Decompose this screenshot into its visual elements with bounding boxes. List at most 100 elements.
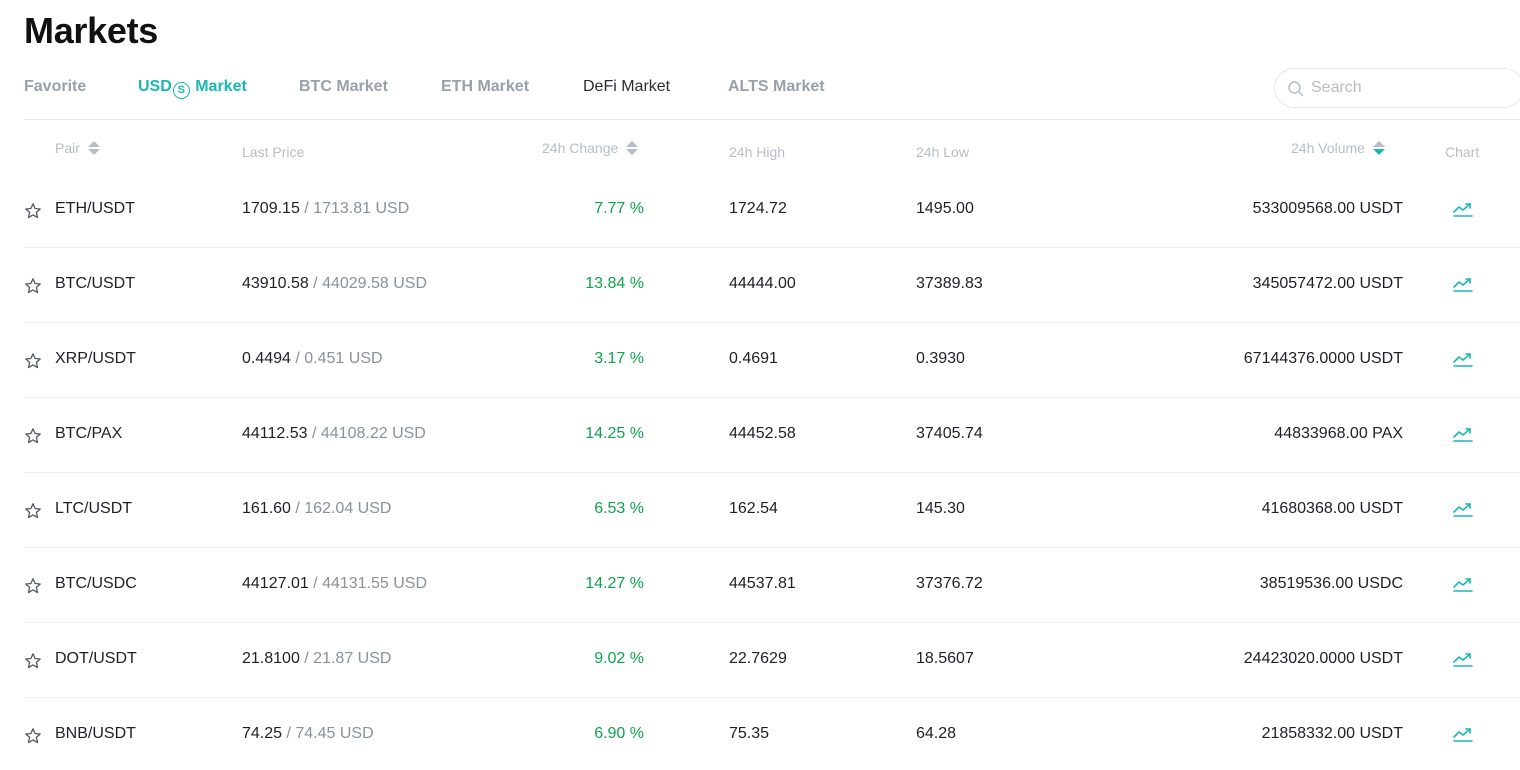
volume-24h: 67144376.0000 USDT xyxy=(1243,350,1403,367)
star-icon[interactable] xyxy=(24,652,42,670)
pair-name: BNB/USDT xyxy=(55,725,136,742)
tab-usds-market[interactable]: USD S Market xyxy=(138,78,247,99)
pair-name: BTC/PAX xyxy=(55,425,123,442)
star-icon[interactable] xyxy=(24,277,42,295)
tab-favorite[interactable]: Favorite xyxy=(24,78,87,95)
low-24h: 37389.83 xyxy=(916,275,983,292)
change-24h: 14.27 % xyxy=(585,575,644,592)
star-icon[interactable] xyxy=(24,502,42,520)
change-24h: 6.53 % xyxy=(594,500,644,517)
usds-icon: S xyxy=(172,82,190,99)
trend-chart-icon[interactable] xyxy=(1452,351,1474,369)
last-price: 43910.58 / 44029.58 USD xyxy=(242,275,427,293)
tab-alts-market[interactable]: ALTS Market xyxy=(728,78,825,95)
change-24h: 9.02 % xyxy=(594,650,644,667)
last-price-usd: / 162.04 USD xyxy=(290,500,392,517)
column-header-pair[interactable]: Pair xyxy=(55,140,100,156)
search-box[interactable] xyxy=(1274,68,1520,108)
trend-chart-icon[interactable] xyxy=(1452,501,1474,519)
last-price-value: 74.25 xyxy=(242,725,283,742)
column-header-24h-change[interactable]: 24h Change xyxy=(542,140,639,156)
header-divider xyxy=(24,119,1520,120)
high-24h: 44452.58 xyxy=(729,425,796,442)
high-24h: 22.7629 xyxy=(729,650,787,667)
tab-eth-market[interactable]: ETH Market xyxy=(441,78,530,95)
sort-icon[interactable] xyxy=(1372,141,1385,155)
table-row[interactable]: BTC/PAX 44112.53 / 44108.22 USD 14.25 % … xyxy=(24,398,1520,473)
last-price-usd: / 44108.22 USD xyxy=(307,425,426,442)
high-24h: 1724.72 xyxy=(729,200,787,217)
star-icon[interactable] xyxy=(24,427,42,445)
star-icon[interactable] xyxy=(24,727,42,745)
last-price-usd: / 0.451 USD xyxy=(290,350,383,367)
volume-24h: 533009568.00 USDT xyxy=(1252,200,1403,217)
high-24h: 162.54 xyxy=(729,500,778,517)
last-price-usd: / 74.45 USD xyxy=(282,725,374,742)
last-price-value: 44127.01 xyxy=(242,575,309,592)
table-row[interactable]: LTC/USDT 161.60 / 162.04 USD 6.53 % 162.… xyxy=(24,473,1520,548)
low-24h: 18.5607 xyxy=(916,650,974,667)
last-price: 21.8100 / 21.87 USD xyxy=(242,650,391,668)
tab-btc-market[interactable]: BTC Market xyxy=(299,78,388,95)
column-header-24h-high: 24h High xyxy=(729,144,786,160)
table-header: Pair Last Price 24h Change 24h High 24h … xyxy=(0,140,1520,166)
column-label-pair: Pair xyxy=(55,140,80,156)
trend-chart-icon[interactable] xyxy=(1452,576,1474,594)
tab-defi-market[interactable]: DeFi Market xyxy=(583,78,671,95)
pair-name: BTC/USDC xyxy=(55,575,137,592)
column-label-24h-change: 24h Change xyxy=(542,140,619,156)
trend-chart-icon[interactable] xyxy=(1452,276,1474,294)
tab-usds-label-pre: USD xyxy=(138,78,172,95)
trend-chart-icon[interactable] xyxy=(1452,651,1474,669)
pair-name: DOT/USDT xyxy=(55,650,137,667)
volume-24h: 38519536.00 USDC xyxy=(1259,575,1403,592)
pair-name: LTC/USDT xyxy=(55,500,133,517)
trend-chart-icon[interactable] xyxy=(1452,426,1474,444)
market-table: ETH/USDT 1709.15 / 1713.81 USD 7.77 % 17… xyxy=(24,173,1520,770)
trend-chart-icon[interactable] xyxy=(1452,201,1474,219)
last-price-usd: / 44029.58 USD xyxy=(308,275,428,292)
volume-24h: 44833968.00 PAX xyxy=(1274,425,1403,442)
change-24h: 3.17 % xyxy=(594,350,644,367)
low-24h: 1495.00 xyxy=(916,200,974,217)
column-header-24h-volume[interactable]: 24h Volume xyxy=(1291,140,1385,156)
last-price-value: 43910.58 xyxy=(242,275,309,292)
star-icon[interactable] xyxy=(24,352,42,370)
column-header-24h-low: 24h Low xyxy=(916,144,969,160)
volume-24h: 21858332.00 USDT xyxy=(1261,725,1403,742)
volume-24h: 41680368.00 USDT xyxy=(1261,500,1403,517)
star-icon[interactable] xyxy=(24,577,42,595)
last-price-usd: / 1713.81 USD xyxy=(299,200,410,217)
column-header-chart: Chart xyxy=(1445,144,1480,160)
trend-chart-icon[interactable] xyxy=(1452,726,1474,744)
last-price: 74.25 / 74.45 USD xyxy=(242,725,374,743)
last-price: 161.60 / 162.04 USD xyxy=(242,500,391,518)
high-24h: 75.35 xyxy=(729,725,770,742)
column-header-last-price: Last Price xyxy=(242,144,305,160)
table-row[interactable]: DOT/USDT 21.8100 / 21.87 USD 9.02 % 22.7… xyxy=(24,623,1520,698)
table-row[interactable]: XRP/USDT 0.4494 / 0.451 USD 3.17 % 0.469… xyxy=(24,323,1520,398)
star-icon[interactable] xyxy=(24,202,42,220)
sort-icon[interactable] xyxy=(87,141,100,155)
table-row[interactable]: BTC/USDT 43910.58 / 44029.58 USD 13.84 %… xyxy=(24,248,1520,323)
market-tabs: Favorite USD S Market BTC Market ETH Mark… xyxy=(24,78,924,100)
volume-24h: 24423020.0000 USDT xyxy=(1243,650,1403,667)
pair-name: BTC/USDT xyxy=(55,275,135,292)
high-24h: 44537.81 xyxy=(729,575,796,592)
last-price-value: 21.8100 xyxy=(242,650,300,667)
tab-usds-label-post: Market xyxy=(190,78,247,95)
table-row[interactable]: BNB/USDT 74.25 / 74.45 USD 6.90 % 75.35 … xyxy=(24,698,1520,770)
last-price: 44112.53 / 44108.22 USD xyxy=(242,425,426,443)
search-input[interactable] xyxy=(1311,77,1501,99)
table-row[interactable]: BTC/USDC 44127.01 / 44131.55 USD 14.27 %… xyxy=(24,548,1520,623)
low-24h: 0.3930 xyxy=(916,350,965,367)
change-24h: 7.77 % xyxy=(594,200,644,217)
last-price: 44127.01 / 44131.55 USD xyxy=(242,575,427,593)
column-label-24h-volume: 24h Volume xyxy=(1291,140,1365,156)
table-row[interactable]: ETH/USDT 1709.15 / 1713.81 USD 7.77 % 17… xyxy=(24,173,1520,248)
last-price-value: 0.4494 xyxy=(242,350,291,367)
last-price-value: 1709.15 xyxy=(242,200,300,217)
page-title: Markets xyxy=(24,10,158,51)
low-24h: 37376.72 xyxy=(916,575,983,592)
sort-icon[interactable] xyxy=(626,141,639,155)
